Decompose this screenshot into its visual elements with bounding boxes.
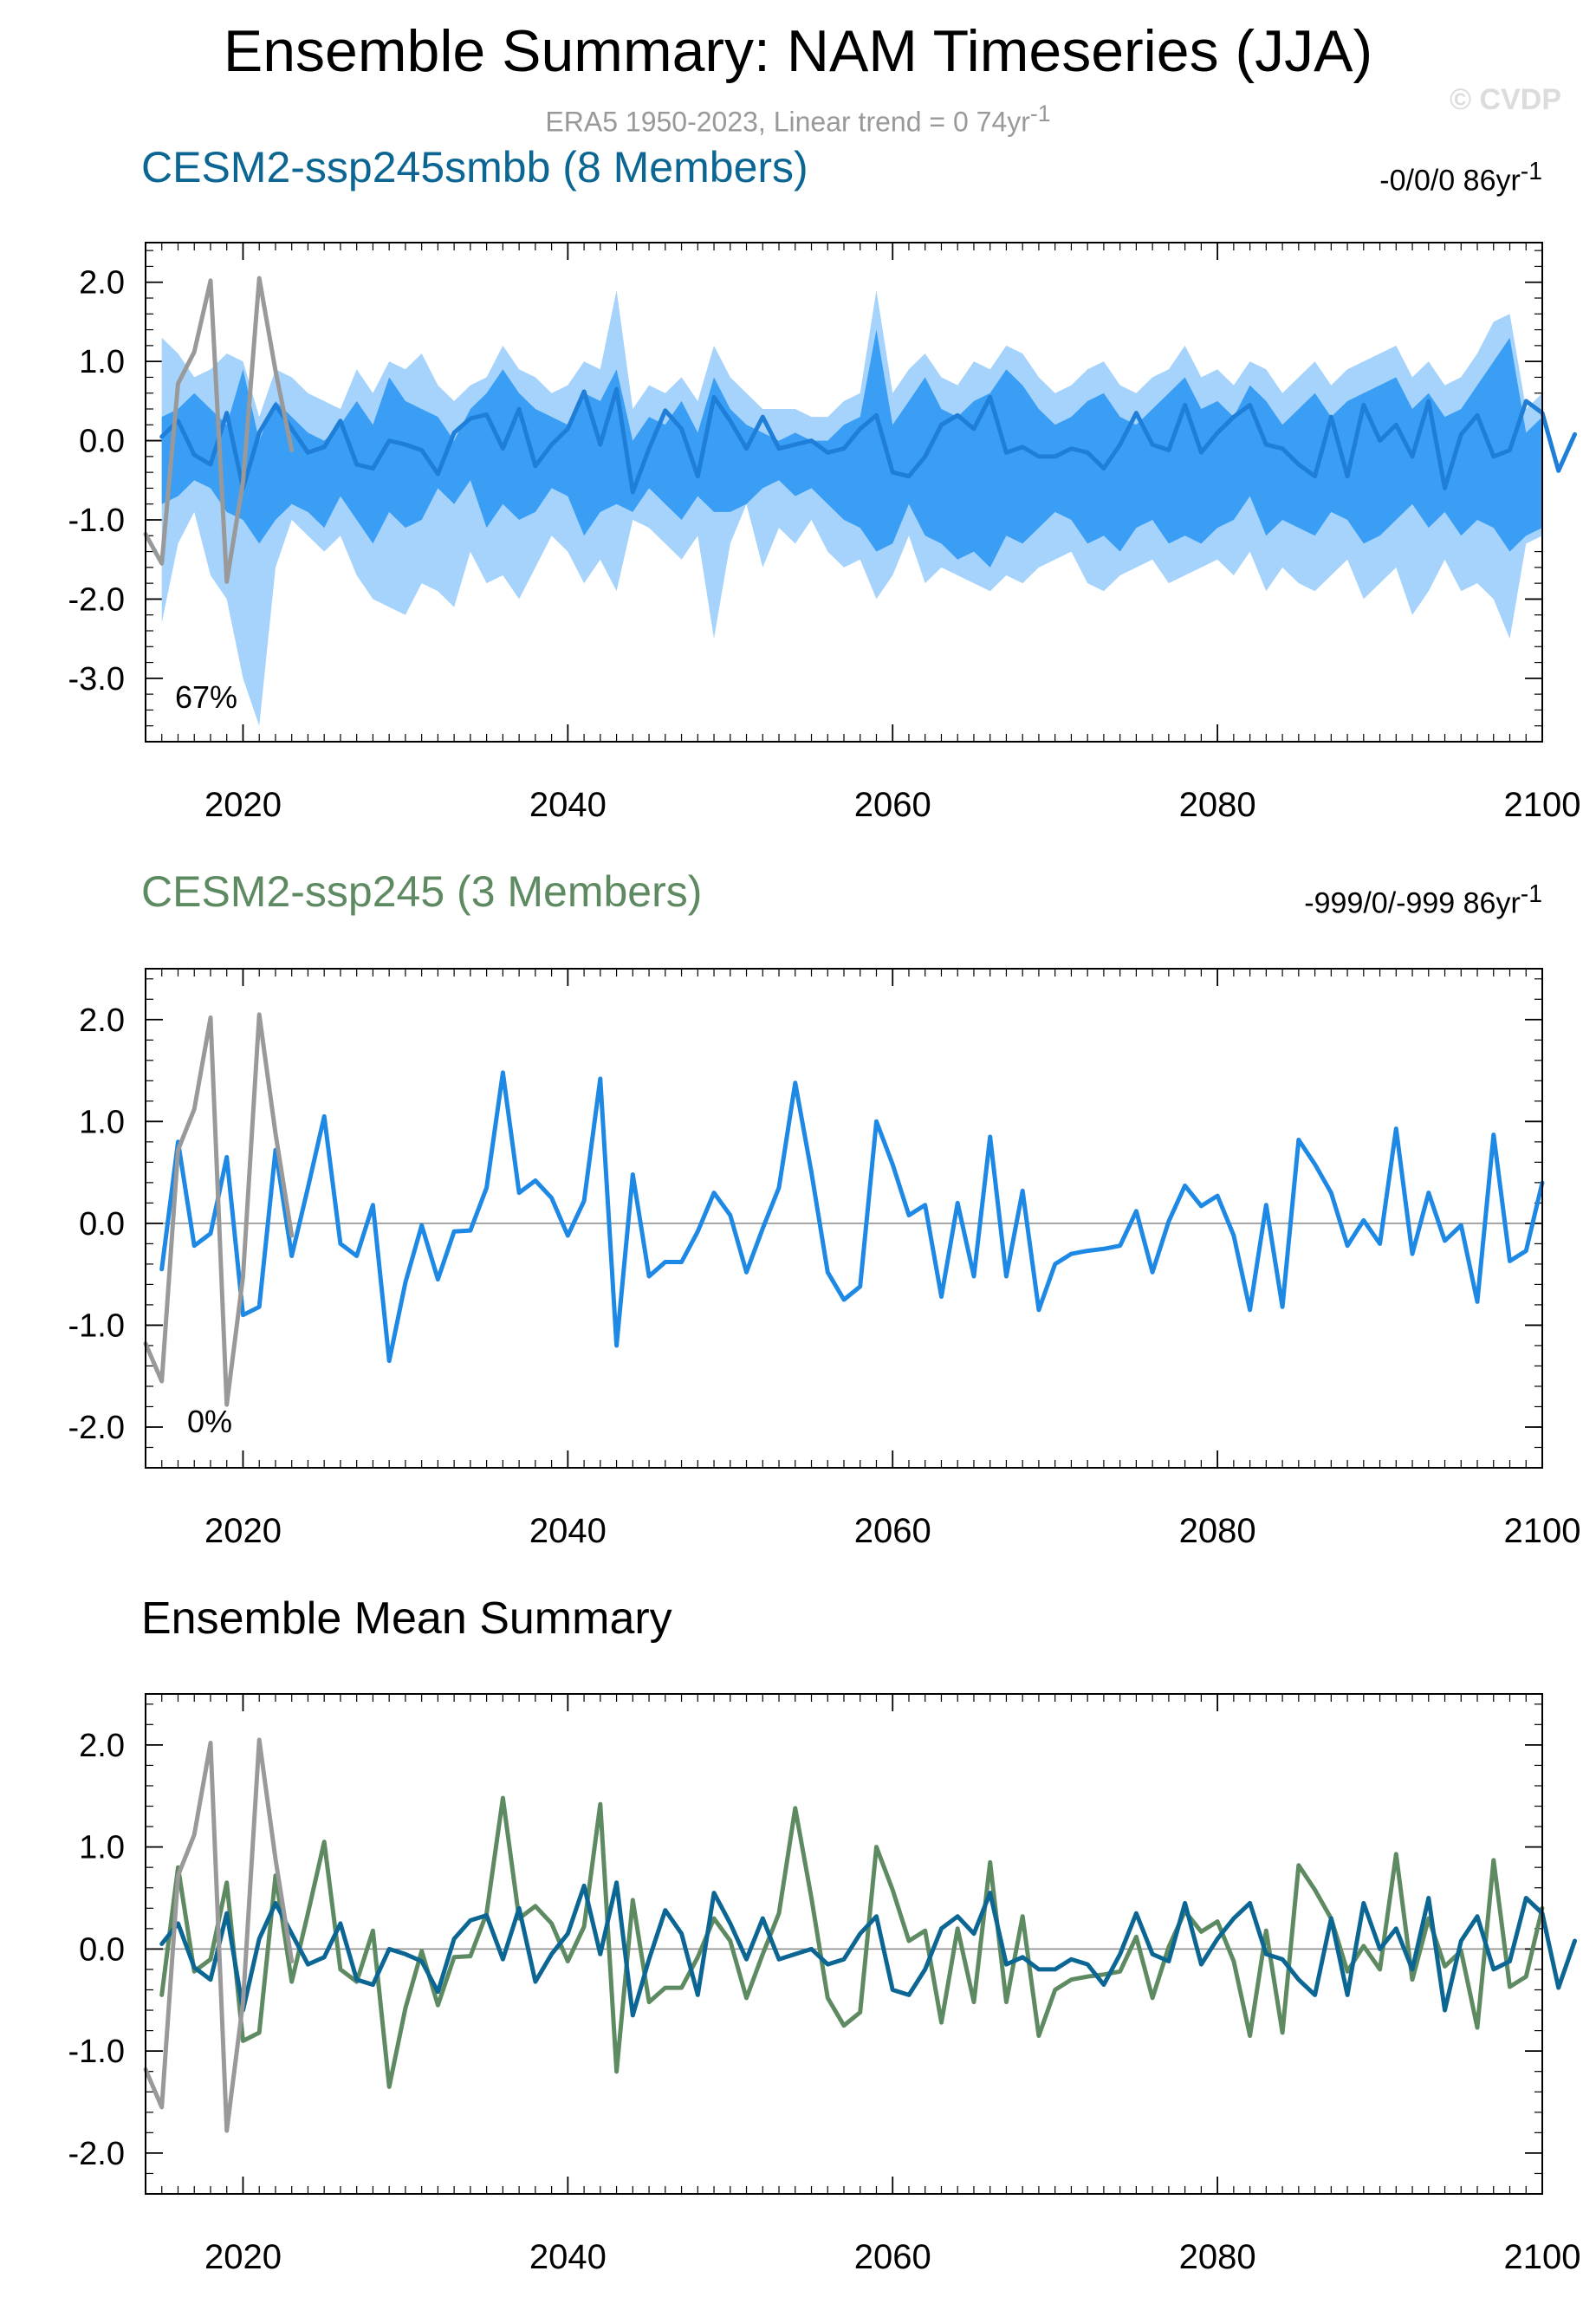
p2-xtick-label: 2080 [1179, 1512, 1256, 1550]
p1-ytick-label: -1.0 [68, 503, 125, 539]
p1-xtick-label: 2080 [1179, 786, 1256, 824]
p3-ssp245-mean-line [159, 1795, 1545, 2089]
p1-plot-frame [145, 242, 1543, 743]
p1-xtick-label: 2020 [204, 786, 282, 824]
p1-ytick-label: 0.0 [79, 424, 125, 460]
p2-ytick-label: -1.0 [68, 1307, 125, 1344]
p2-xtick-label: 2100 [1504, 1512, 1581, 1550]
p1-ytick-label: 2.0 [79, 265, 125, 302]
p3-ytick-label: 2.0 [79, 1728, 125, 1764]
panel2-trend-exponent: -1 [1520, 880, 1542, 908]
p1-observations-line [143, 276, 295, 584]
p3-ytick-label: -1.0 [68, 2034, 125, 2070]
panel1-trend: -0/0/0 86yr-1 [1379, 158, 1542, 198]
panel1-trend-exponent: -1 [1520, 158, 1542, 185]
p2-plot-frame [145, 968, 1543, 1469]
subtitle-text: ERA5 1950-2023, Linear trend = 0 74yr [545, 106, 1030, 138]
p2-xtick-label: 2060 [854, 1512, 931, 1550]
panel2-trend: -999/0/-999 86yr-1 [1304, 880, 1542, 920]
panel1-trend-text: -0/0/0 86yr [1379, 164, 1521, 198]
p3-ytick-label: 0.0 [79, 1931, 125, 1968]
subtitle-exponent: -1 [1029, 101, 1051, 127]
watermark: © CVDP [1450, 83, 1561, 116]
p2-ytick-label: 2.0 [79, 1003, 125, 1039]
p3-xtick-label: 2060 [854, 2238, 931, 2276]
p3-ytick-label: -2.0 [68, 2136, 125, 2172]
p1-ytick-label: -2.0 [68, 581, 125, 618]
p3-plot-frame [145, 1693, 1543, 2195]
panel1-title: CESM2-ssp245smbb (8 Members) [141, 143, 808, 191]
p1-ytick-label: 1.0 [79, 344, 125, 380]
p2-xtick-label: 2020 [204, 1512, 282, 1550]
p2-ytick-label: -2.0 [68, 1410, 125, 1446]
p3-xtick-label: 2100 [1504, 2238, 1581, 2276]
page-title: Ensemble Summary: NAM Timeseries (JJA) [223, 18, 1373, 84]
p2-ytick-label: 1.0 [79, 1104, 125, 1140]
panel2-trend-text: -999/0/-999 86yr [1304, 886, 1521, 920]
observation-subtitle: ERA5 1950-2023, Linear trend = 0 74yr-1 [0, 101, 1596, 139]
p3-ytick-label: 1.0 [79, 1830, 125, 1866]
p3-smbb-mean-line [159, 1880, 1577, 2018]
p1-ytick-label: -3.0 [68, 661, 125, 698]
p1-xtick-label: 2060 [854, 786, 931, 824]
p3-xtick-label: 2080 [1179, 2238, 1256, 2276]
p2-observations-line [143, 1012, 295, 1407]
p1-ensemble-mean-line [159, 386, 1577, 495]
panel2-title: CESM2-ssp245 (3 Members) [141, 867, 703, 916]
p3-observations-line [143, 1737, 295, 2133]
p3-xtick-label: 2020 [204, 2238, 282, 2276]
panel1-percent-label: 67% [175, 679, 238, 715]
p2-ssp245-line [159, 1070, 1545, 1364]
panel3-title: Ensemble Mean Summary [141, 1593, 672, 1644]
p1-xtick-label: 2100 [1504, 786, 1581, 824]
p1-xtick-label: 2040 [529, 786, 607, 824]
p2-ytick-label: 0.0 [79, 1206, 125, 1243]
p1-ensemble-range-inner [161, 329, 1543, 568]
p2-xtick-label: 2040 [529, 1512, 607, 1550]
p3-xtick-label: 2040 [529, 2238, 607, 2276]
panel2-percent-label: 0% [187, 1404, 233, 1439]
